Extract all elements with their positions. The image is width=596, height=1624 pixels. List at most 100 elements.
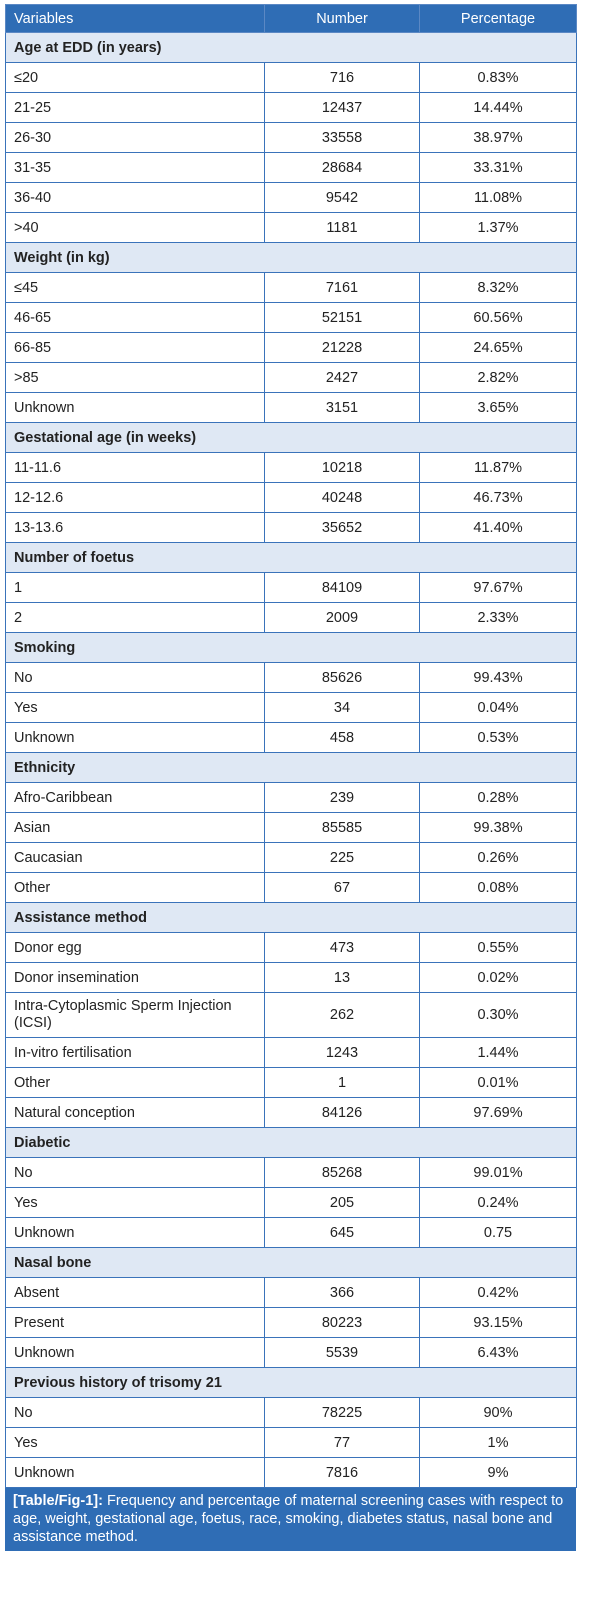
section-title: Previous history of trisomy 21 bbox=[5, 1367, 577, 1398]
cell-number: 85626 bbox=[264, 662, 420, 693]
cell-variable: 12-12.6 bbox=[5, 482, 265, 513]
header-variables: Variables bbox=[5, 4, 265, 33]
cell-number: 239 bbox=[264, 782, 420, 813]
header-row: Variables Number Percentage bbox=[5, 4, 577, 33]
cell-number: 10218 bbox=[264, 452, 420, 483]
table-row: Unknown 5539 6.43% bbox=[5, 1337, 577, 1368]
table-row: >40 1181 1.37% bbox=[5, 212, 577, 243]
table-caption: [Table/Fig-1]: Frequency and percentage … bbox=[5, 1488, 576, 1551]
header-percentage: Percentage bbox=[419, 4, 577, 33]
table-row: Yes 205 0.24% bbox=[5, 1187, 577, 1218]
table-row: 31-35 28684 33.31% bbox=[5, 152, 577, 183]
cell-variable: 66-85 bbox=[5, 332, 265, 363]
cell-variable: No bbox=[5, 1157, 265, 1188]
cell-variable: In-vitro fertilisation bbox=[5, 1037, 265, 1068]
cell-number: 645 bbox=[264, 1217, 420, 1248]
cell-percentage: 0.30% bbox=[419, 992, 577, 1038]
table-row: Intra-Cytoplasmic Sperm Injection (ICSI)… bbox=[5, 992, 577, 1038]
section-header-row: Previous history of trisomy 21 bbox=[5, 1367, 577, 1398]
table-row: Asian 85585 99.38% bbox=[5, 812, 577, 843]
cell-variable: Unknown bbox=[5, 1217, 265, 1248]
cell-variable: Other bbox=[5, 872, 265, 903]
table-figure: Variables Number Percentage Age at EDD (… bbox=[5, 4, 577, 1551]
section-header-row: Diabetic bbox=[5, 1127, 577, 1158]
cell-percentage: 8.32% bbox=[419, 272, 577, 303]
cell-percentage: 46.73% bbox=[419, 482, 577, 513]
cell-variable: Yes bbox=[5, 692, 265, 723]
table-row: Present 80223 93.15% bbox=[5, 1307, 577, 1338]
cell-variable: 46-65 bbox=[5, 302, 265, 333]
section-title: Assistance method bbox=[5, 902, 577, 933]
cell-number: 80223 bbox=[264, 1307, 420, 1338]
section-header-row: Assistance method bbox=[5, 902, 577, 933]
cell-variable: Caucasian bbox=[5, 842, 265, 873]
cell-percentage: 24.65% bbox=[419, 332, 577, 363]
cell-percentage: 0.28% bbox=[419, 782, 577, 813]
cell-variable: Other bbox=[5, 1067, 265, 1098]
cell-variable: Donor egg bbox=[5, 932, 265, 963]
table-row: Unknown 7816 9% bbox=[5, 1457, 577, 1488]
caption-text: Frequency and percentage of maternal scr… bbox=[13, 1493, 564, 1545]
cell-percentage: 97.67% bbox=[419, 572, 577, 603]
section-header-row: Nasal bone bbox=[5, 1247, 577, 1278]
table-row: Unknown 458 0.53% bbox=[5, 722, 577, 753]
cell-variable: Absent bbox=[5, 1277, 265, 1308]
table-row: 13-13.6 35652 41.40% bbox=[5, 512, 577, 543]
table-row: 2 2009 2.33% bbox=[5, 602, 577, 633]
section-header-row: Weight (in kg) bbox=[5, 242, 577, 273]
cell-percentage: 93.15% bbox=[419, 1307, 577, 1338]
section-title: Nasal bone bbox=[5, 1247, 577, 1278]
cell-number: 84126 bbox=[264, 1097, 420, 1128]
cell-percentage: 41.40% bbox=[419, 512, 577, 543]
cell-variable: Unknown bbox=[5, 1457, 265, 1488]
cell-number: 7816 bbox=[264, 1457, 420, 1488]
cell-percentage: 0.08% bbox=[419, 872, 577, 903]
table-row: No 85626 99.43% bbox=[5, 662, 577, 693]
section-title: Gestational age (in weeks) bbox=[5, 422, 577, 453]
cell-number: 85585 bbox=[264, 812, 420, 843]
cell-percentage: 0.01% bbox=[419, 1067, 577, 1098]
cell-number: 2427 bbox=[264, 362, 420, 393]
table-row: Donor insemination 13 0.02% bbox=[5, 962, 577, 993]
cell-percentage: 99.01% bbox=[419, 1157, 577, 1188]
cell-percentage: 0.83% bbox=[419, 62, 577, 93]
section-title: Age at EDD (in years) bbox=[5, 32, 577, 63]
table-row: Other 1 0.01% bbox=[5, 1067, 577, 1098]
caption-label: [Table/Fig-1]: bbox=[13, 1493, 103, 1509]
cell-number: 1243 bbox=[264, 1037, 420, 1068]
cell-number: 35652 bbox=[264, 512, 420, 543]
cell-percentage: 99.43% bbox=[419, 662, 577, 693]
cell-number: 84109 bbox=[264, 572, 420, 603]
cell-number: 13 bbox=[264, 962, 420, 993]
cell-number: 1 bbox=[264, 1067, 420, 1098]
cell-variable: 26-30 bbox=[5, 122, 265, 153]
cell-number: 28684 bbox=[264, 152, 420, 183]
table-row: 36-40 9542 11.08% bbox=[5, 182, 577, 213]
cell-percentage: 1.37% bbox=[419, 212, 577, 243]
cell-number: 366 bbox=[264, 1277, 420, 1308]
cell-variable: 36-40 bbox=[5, 182, 265, 213]
cell-percentage: 9% bbox=[419, 1457, 577, 1488]
cell-variable: Donor insemination bbox=[5, 962, 265, 993]
table-row: No 78225 90% bbox=[5, 1397, 577, 1428]
cell-percentage: 2.82% bbox=[419, 362, 577, 393]
table-row: Absent 366 0.42% bbox=[5, 1277, 577, 1308]
cell-variable: 1 bbox=[5, 572, 265, 603]
cell-number: 225 bbox=[264, 842, 420, 873]
cell-variable: 11-11.6 bbox=[5, 452, 265, 483]
table-row: Other 67 0.08% bbox=[5, 872, 577, 903]
cell-variable: >85 bbox=[5, 362, 265, 393]
section-header-row: Smoking bbox=[5, 632, 577, 663]
cell-number: 78225 bbox=[264, 1397, 420, 1428]
table-row: 66-85 21228 24.65% bbox=[5, 332, 577, 363]
table-row: 21-25 12437 14.44% bbox=[5, 92, 577, 123]
table-row: In-vitro fertilisation 1243 1.44% bbox=[5, 1037, 577, 1068]
table-row: 11-11.6 10218 11.87% bbox=[5, 452, 577, 483]
cell-variable: 21-25 bbox=[5, 92, 265, 123]
cell-variable: 13-13.6 bbox=[5, 512, 265, 543]
table-row: Yes 77 1% bbox=[5, 1427, 577, 1458]
table-row: Caucasian 225 0.26% bbox=[5, 842, 577, 873]
table-row: No 85268 99.01% bbox=[5, 1157, 577, 1188]
cell-variable: Unknown bbox=[5, 392, 265, 423]
cell-variable: 2 bbox=[5, 602, 265, 633]
